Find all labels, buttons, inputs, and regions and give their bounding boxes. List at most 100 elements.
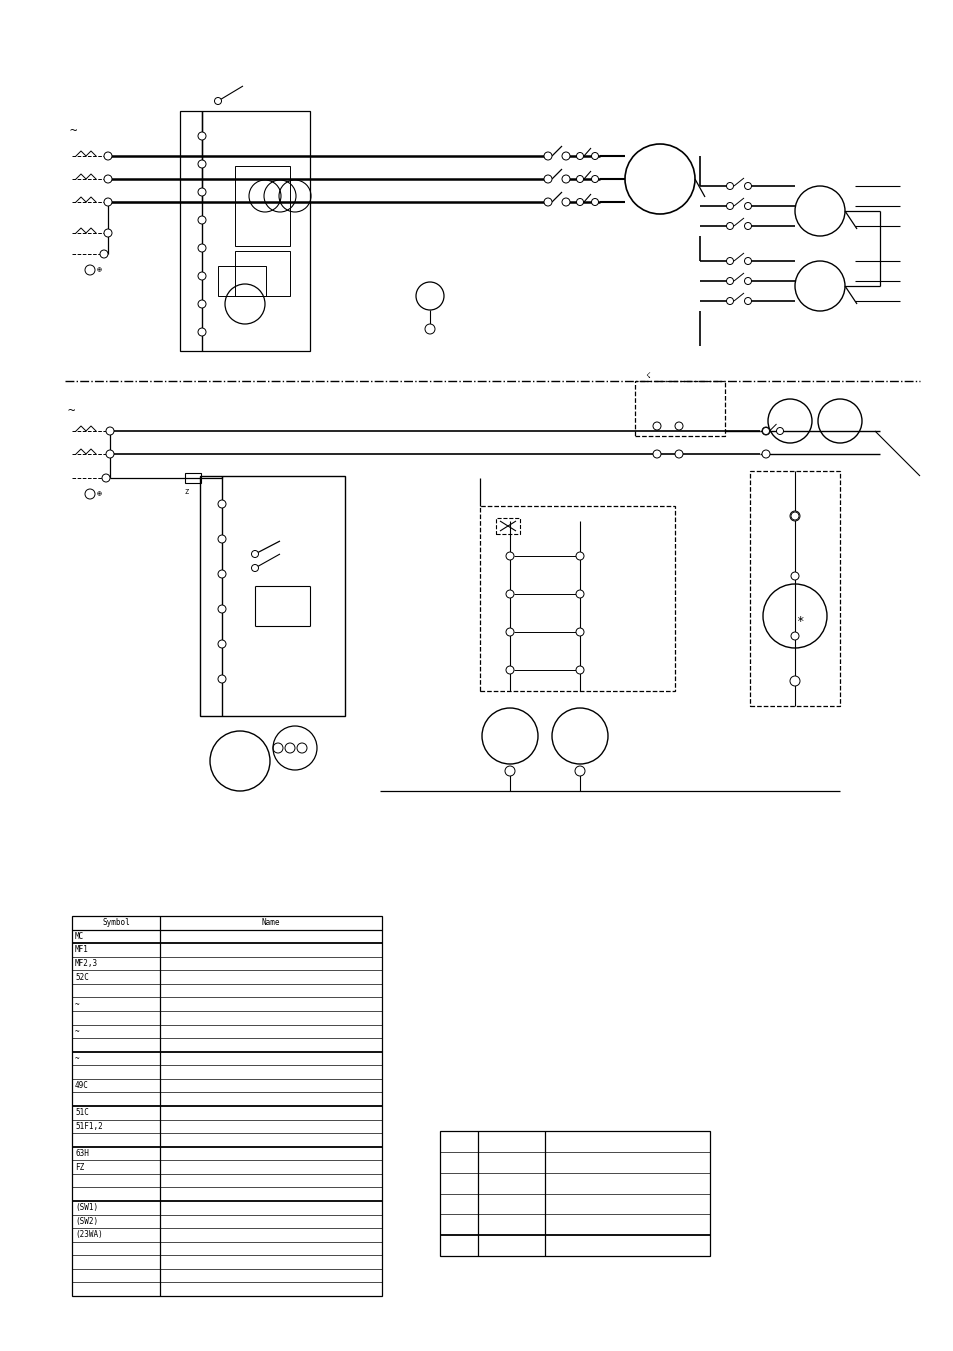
Text: ⊕: ⊕ [97,489,102,499]
Circle shape [776,427,782,435]
Text: ~: ~ [75,1027,79,1036]
Circle shape [198,328,206,336]
Circle shape [789,511,800,521]
Circle shape [591,199,598,205]
Circle shape [652,450,660,458]
Circle shape [424,324,435,334]
Circle shape [743,258,751,265]
Bar [234,251,290,296]
Circle shape [576,628,583,636]
Bar [635,381,724,436]
Circle shape [726,203,733,209]
Text: ⊕: ⊕ [97,266,102,274]
Circle shape [85,489,95,499]
Circle shape [106,427,113,435]
Circle shape [576,666,583,674]
Circle shape [790,632,799,640]
Text: 51F1,2: 51F1,2 [75,1121,103,1131]
Text: Name: Name [261,919,280,927]
Circle shape [543,153,552,159]
Circle shape [218,500,226,508]
Circle shape [505,628,514,636]
Circle shape [743,297,751,304]
Circle shape [198,245,206,253]
Circle shape [252,565,258,571]
Text: FZ: FZ [75,1163,84,1171]
Text: Symbol: Symbol [102,919,130,927]
Bar [200,476,345,716]
Circle shape [561,153,569,159]
Text: ~: ~ [68,404,75,417]
Circle shape [104,153,112,159]
Circle shape [726,297,733,304]
Circle shape [198,132,206,141]
Circle shape [214,97,221,104]
Text: ~: ~ [75,1054,79,1063]
Circle shape [198,300,206,308]
Text: ~: ~ [75,1000,79,1009]
Circle shape [743,203,751,209]
Text: 52C: 52C [75,973,89,982]
Circle shape [726,182,733,189]
Circle shape [218,535,226,543]
Circle shape [726,223,733,230]
Circle shape [761,450,769,458]
Text: MF2,3: MF2,3 [75,959,98,969]
Text: ~: ~ [70,124,77,138]
Circle shape [743,223,751,230]
Bar [71,916,381,1296]
Circle shape [505,666,514,674]
Circle shape [743,182,751,189]
Circle shape [505,590,514,598]
Circle shape [198,216,206,224]
Circle shape [198,159,206,168]
Bar [496,517,519,534]
Text: MF1: MF1 [75,946,89,954]
Circle shape [100,250,108,258]
Circle shape [576,199,583,205]
Circle shape [576,553,583,561]
Bar [180,111,310,351]
Bar [749,471,840,707]
Bar [439,1131,709,1256]
Circle shape [543,199,552,205]
Bar [479,507,675,690]
Circle shape [504,766,515,775]
Circle shape [576,176,583,182]
Circle shape [198,188,206,196]
Circle shape [761,427,769,435]
Circle shape [675,422,682,430]
Circle shape [106,450,113,458]
Text: Z: Z [185,489,189,494]
Circle shape [652,422,660,430]
Bar [234,166,290,246]
Circle shape [561,199,569,205]
Circle shape [85,265,95,276]
Circle shape [104,199,112,205]
Text: 51C: 51C [75,1108,89,1117]
Text: MC: MC [75,932,84,940]
Text: 49C: 49C [75,1081,89,1090]
Circle shape [218,640,226,648]
Circle shape [561,176,569,182]
Bar [185,473,201,484]
Text: ☇: ☇ [644,372,649,381]
Circle shape [104,176,112,182]
Bar [218,266,266,296]
Circle shape [543,176,552,182]
Circle shape [252,550,258,558]
Circle shape [104,230,112,236]
Circle shape [726,258,733,265]
Circle shape [789,676,800,686]
Circle shape [198,272,206,280]
Circle shape [218,676,226,684]
Circle shape [575,766,584,775]
Text: (SW1): (SW1) [75,1204,98,1212]
Circle shape [576,590,583,598]
Circle shape [218,605,226,613]
Circle shape [102,474,110,482]
Circle shape [576,153,583,159]
Circle shape [675,450,682,458]
Circle shape [790,571,799,580]
Text: (SW2): (SW2) [75,1217,98,1225]
